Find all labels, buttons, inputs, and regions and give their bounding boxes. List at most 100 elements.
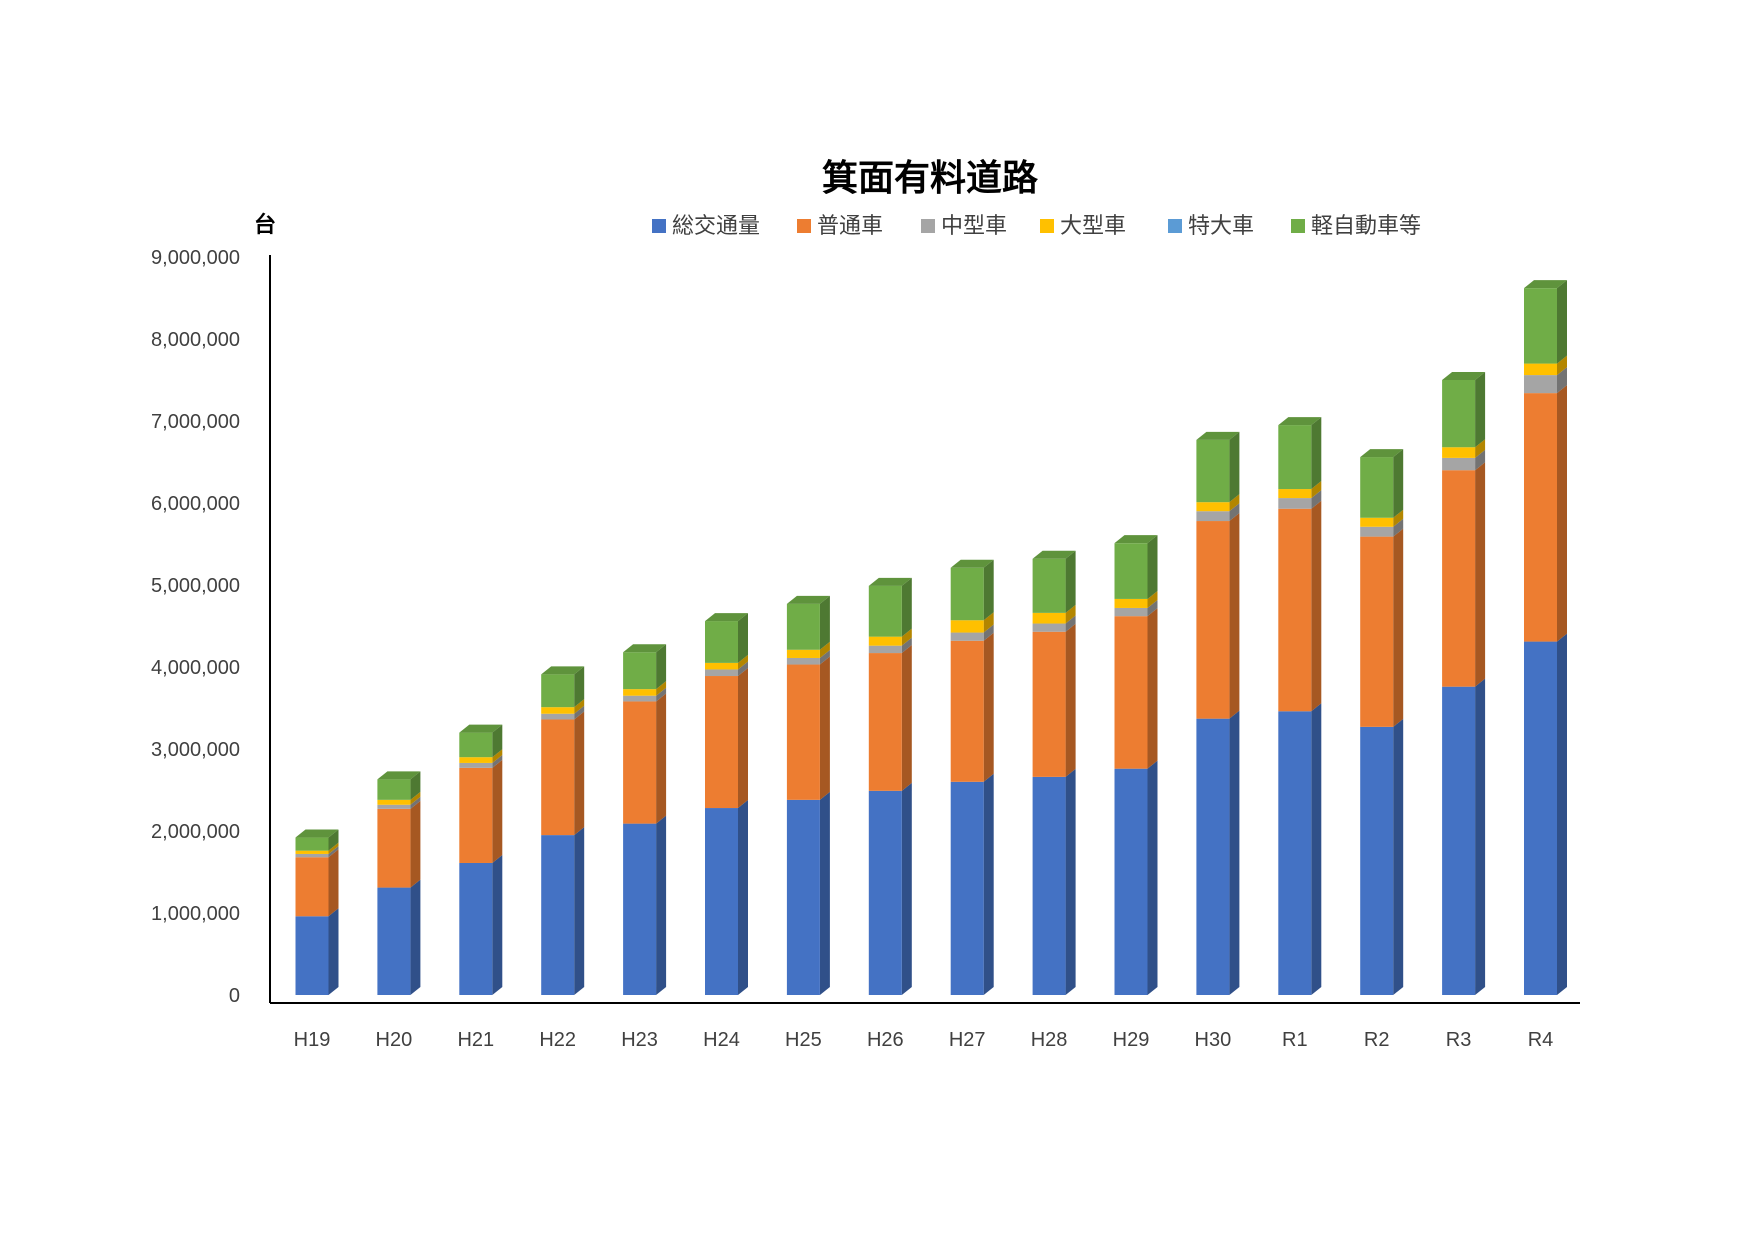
bar-segment	[1360, 517, 1394, 527]
y-axis-unit-label: 台	[254, 212, 276, 238]
bar-side	[410, 879, 421, 995]
bar-segment	[541, 719, 575, 836]
bar-side	[901, 782, 912, 995]
bars	[295, 280, 1567, 995]
bar-group-H27	[950, 559, 994, 995]
bar-segment	[1360, 526, 1394, 537]
bar-group-R4	[1524, 280, 1567, 995]
legend-label: 特大車	[1188, 214, 1254, 239]
bar-segment	[1360, 536, 1394, 727]
bar-side	[410, 796, 421, 809]
y-tick-label: 2,000,000	[151, 821, 240, 843]
bar-segment	[1442, 470, 1476, 687]
legend-label: 普通車	[817, 214, 883, 239]
bar-group-H24	[705, 613, 748, 995]
x-tick-label: H22	[539, 1029, 576, 1051]
bar-segment	[950, 567, 984, 621]
bar-segment	[786, 657, 820, 665]
bar-segment	[377, 808, 411, 888]
bar-segment	[868, 645, 902, 654]
bar-side	[901, 637, 912, 654]
legend-swatch	[1040, 219, 1054, 233]
bar-segment	[705, 676, 738, 809]
legend-swatch	[652, 219, 666, 233]
bar-segment	[459, 862, 493, 995]
bar-group-H28	[1032, 550, 1076, 995]
bar-side	[1557, 367, 1567, 394]
bar-side	[1311, 481, 1322, 499]
bar-top	[1032, 550, 1076, 559]
bar-side	[1557, 633, 1567, 995]
bar-side	[1147, 608, 1158, 769]
bar-side	[738, 613, 748, 663]
bar-top	[623, 644, 667, 653]
bar-side	[656, 681, 667, 696]
bar-segment	[541, 713, 575, 720]
x-tick-label: R1	[1282, 1029, 1308, 1051]
bar-segment	[868, 585, 902, 637]
bar-segment	[786, 799, 820, 995]
bar-segment	[1360, 726, 1394, 995]
bar-segment	[868, 653, 902, 791]
bar-side	[819, 641, 830, 658]
bar-top	[295, 829, 339, 838]
bar-side	[901, 628, 912, 646]
bar-segment	[1278, 711, 1312, 995]
axes	[269, 255, 1580, 1004]
bar-segment	[295, 857, 329, 917]
bar-side	[1147, 590, 1158, 608]
bar-top	[1114, 535, 1158, 544]
bar-segment	[1032, 631, 1066, 777]
bar-segment	[459, 732, 493, 758]
bar-side	[1475, 462, 1486, 687]
bar-segment	[1032, 612, 1066, 624]
bar-side	[492, 754, 503, 768]
bar-side	[738, 654, 748, 670]
bar-segment	[295, 837, 329, 851]
bar-side	[901, 645, 912, 791]
bar-segment	[786, 664, 820, 800]
bar-segment	[1114, 543, 1148, 599]
bar-segment	[1442, 380, 1476, 448]
bar-side	[328, 845, 339, 858]
x-tick-label: H27	[949, 1029, 986, 1051]
bar-group-H19	[295, 829, 339, 995]
bar-segment	[705, 808, 738, 995]
bar-segment	[541, 674, 575, 708]
legend-label: 大型車	[1060, 214, 1126, 239]
bar-segment	[377, 779, 411, 800]
bar-side	[1557, 280, 1567, 364]
bar-side	[1147, 535, 1158, 599]
bar-segment	[786, 649, 820, 658]
bar-side	[1065, 768, 1076, 995]
bar-side	[574, 705, 585, 720]
bar-segment	[1032, 623, 1066, 632]
bar-segment	[377, 804, 411, 809]
bar-segment	[950, 632, 984, 641]
bar-segment	[705, 621, 738, 663]
bar-side	[1065, 550, 1076, 613]
bar-side	[1147, 760, 1158, 995]
bar-side	[1311, 490, 1322, 509]
bar-side	[983, 632, 994, 782]
bar-segment	[459, 757, 493, 763]
bar-segment	[459, 767, 493, 863]
bar-side	[1393, 718, 1404, 995]
bar-top	[377, 771, 421, 780]
bar-segment	[1032, 558, 1066, 613]
bar-side	[1311, 417, 1322, 490]
legend-label: 総交通量	[672, 214, 760, 239]
bar-segment	[786, 603, 820, 650]
bar-side	[1065, 604, 1076, 624]
bar-segment	[295, 916, 329, 995]
bar-segment	[1524, 375, 1557, 394]
bar-side	[328, 829, 339, 851]
bar-side	[1393, 509, 1404, 527]
bar-side	[656, 644, 667, 690]
bar-group-H21	[459, 724, 503, 995]
bar-side	[574, 699, 585, 714]
bar-side	[492, 724, 503, 758]
bar-side	[983, 559, 994, 621]
bar-side	[492, 854, 503, 995]
